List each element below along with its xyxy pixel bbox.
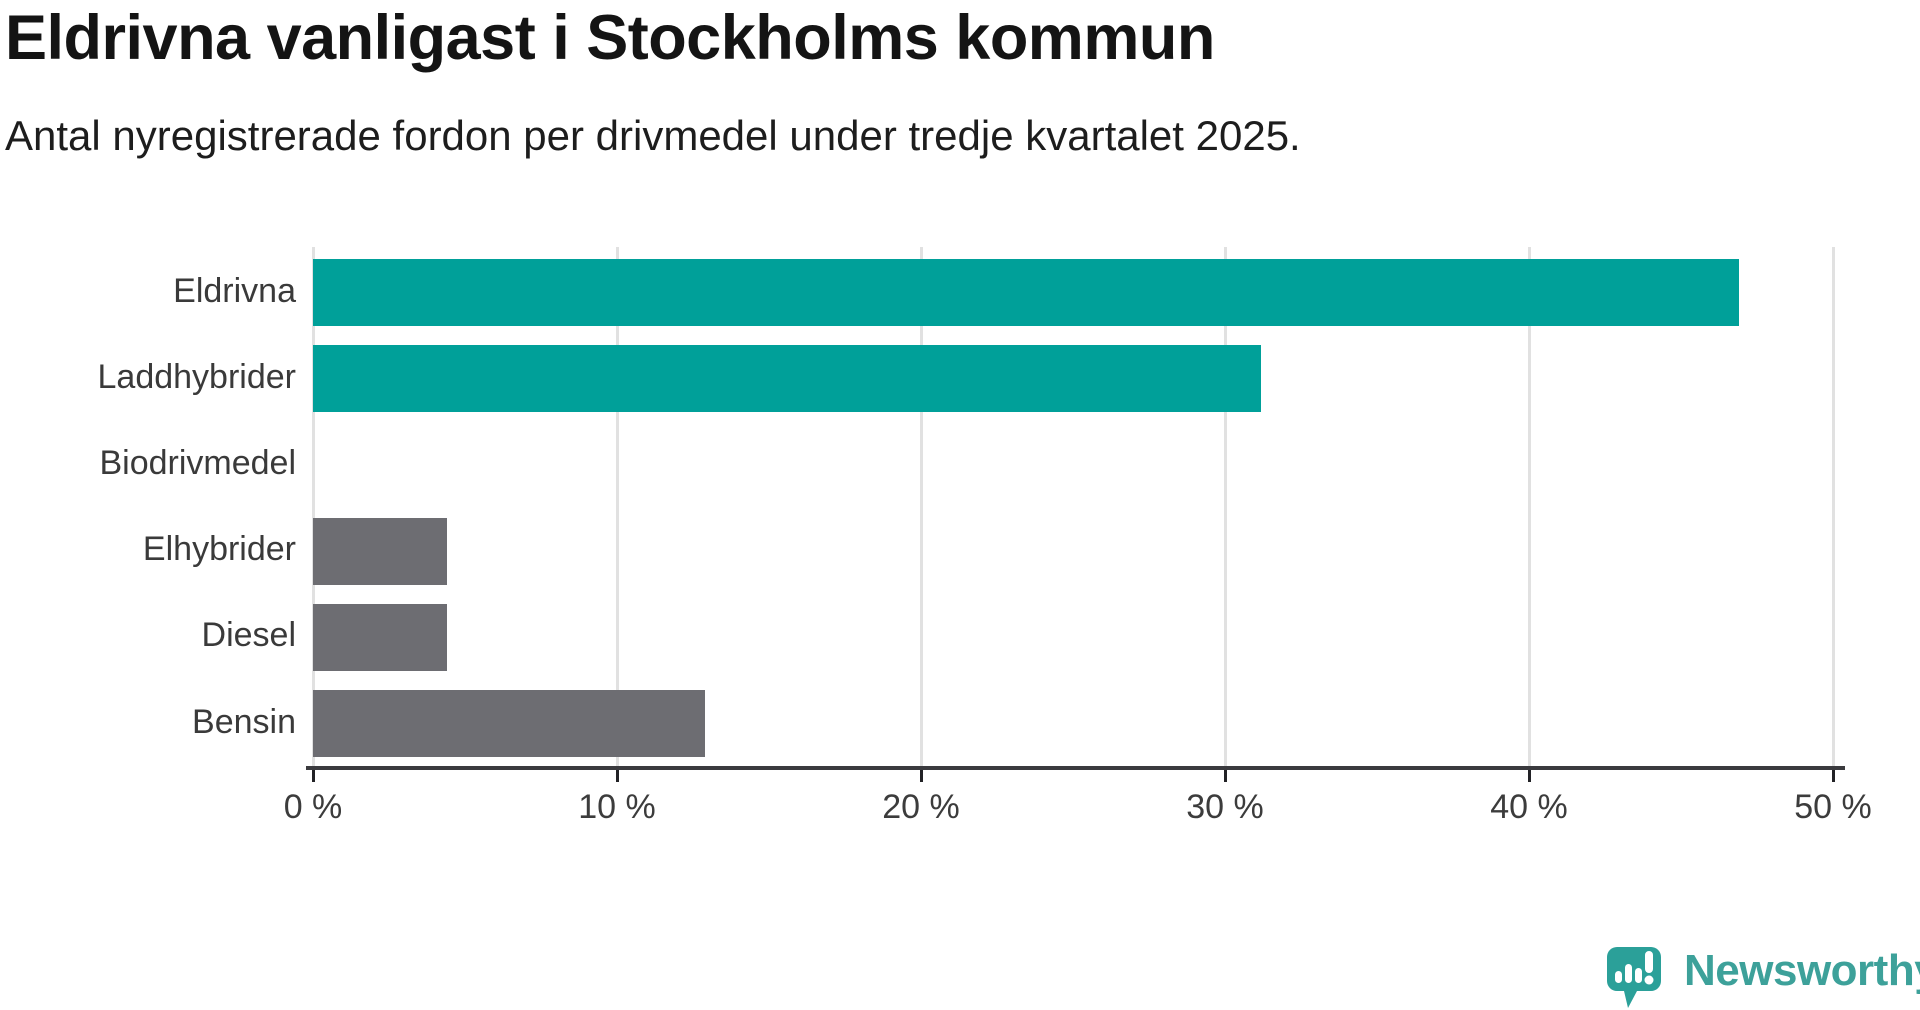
- newsworthy-logo-icon: [1607, 947, 1661, 1008]
- x-gridline: [615, 247, 619, 766]
- category-label-elhybrider: Elhybrider: [142, 530, 296, 569]
- newsworthy-logo: Newsworthy: [1606, 946, 1920, 1010]
- x-axis-tick-label: 20 %: [882, 788, 960, 826]
- x-axis-tick-label: 40 %: [1490, 788, 1568, 826]
- category-label-diesel: Diesel: [201, 616, 296, 655]
- x-axis-tick-label: 0 %: [283, 788, 343, 826]
- bar-laddhybrider: [313, 345, 1262, 413]
- x-gridline: [311, 247, 315, 766]
- x-axis-line: [306, 766, 1845, 770]
- x-gridline: [1527, 247, 1531, 766]
- x-axis-tick: [615, 769, 619, 782]
- x-axis-tick-label: 30 %: [1186, 788, 1264, 826]
- bar-diesel: [313, 603, 447, 671]
- x-axis-tick: [311, 769, 315, 782]
- x-axis-tick-label: 50 %: [1794, 788, 1872, 826]
- x-gridline: [919, 247, 923, 766]
- bar-elhybrider: [313, 517, 447, 585]
- category-label-bensin: Bensin: [192, 702, 296, 741]
- x-axis-tick: [1831, 769, 1835, 782]
- x-axis-tick: [1223, 769, 1227, 782]
- x-axis-tick: [919, 769, 923, 782]
- x-axis-tick: [1527, 769, 1531, 782]
- chart-title: Eldrivna vanligast i Stockholms kommun: [5, 3, 1215, 73]
- x-gridline: [1223, 247, 1227, 766]
- newsworthy-logo-text: Newsworthy: [1684, 946, 1920, 995]
- category-label-laddhybrider: Laddhybrider: [97, 357, 296, 396]
- bar-eldrivna: [313, 259, 1739, 326]
- x-gridline: [1831, 247, 1835, 766]
- bar-bensin: [313, 690, 706, 757]
- x-axis-tick-label: 10 %: [578, 788, 656, 826]
- category-label-eldrivna: Eldrivna: [173, 271, 296, 310]
- chart-subtitle: Antal nyregistrerade fordon per drivmede…: [5, 112, 1301, 159]
- category-label-biodrivmedel: Biodrivmedel: [99, 443, 296, 482]
